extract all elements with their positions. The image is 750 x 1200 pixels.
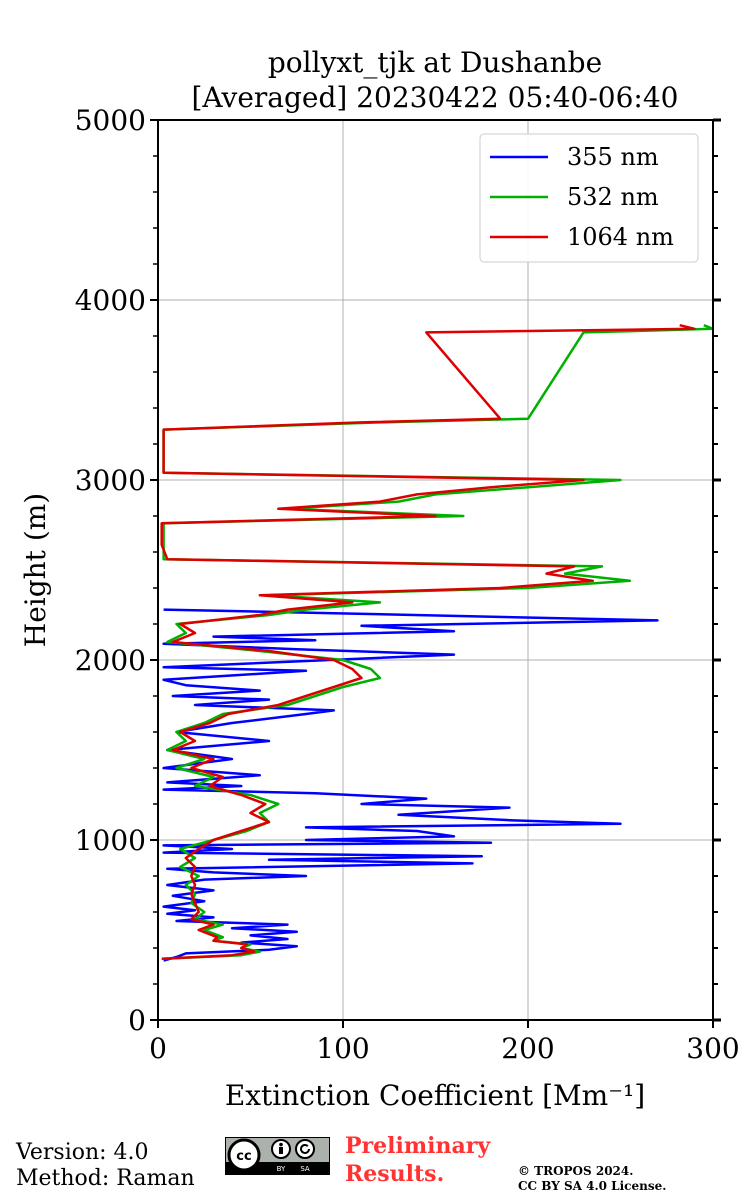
svg-text:BY: BY [277, 1165, 286, 1173]
grid [158, 120, 713, 1020]
legend-label-1: 355 nm [567, 143, 659, 171]
version-label: Version: 4.0 [16, 1140, 149, 1165]
cc-by-sa-icon: cc BY SA [225, 1137, 330, 1175]
y-tick-label: 3000 [75, 464, 146, 497]
legend: 355 nm 532 nm 1064 nm [479, 133, 699, 263]
chart: pollyxt_tjk at Dushanbe [Averaged] 20230… [19, 46, 740, 1112]
y-tick-label: 0 [128, 1004, 146, 1037]
legend-label-3: 1064 nm [567, 223, 674, 251]
series-layer [160, 323, 713, 962]
y-axis-label: Height (m) [19, 493, 52, 647]
y-tick-label: 2000 [75, 644, 146, 677]
series-line-1 [162, 608, 659, 962]
preliminary-line-2: Results. [345, 1161, 445, 1187]
y-tick-label: 1000 [75, 824, 146, 857]
y-tick-label: 5000 [75, 104, 146, 137]
x-axis-label: Extinction Coefficient [Mm⁻¹] [225, 1079, 645, 1112]
x-tick-label: 300 [686, 1032, 739, 1065]
version-info: Version: 4.0 Method: Raman [16, 1140, 195, 1192]
svg-text:SA: SA [300, 1165, 310, 1173]
preliminary-notice: Preliminary Results. [345, 1132, 490, 1188]
preliminary-line-1: Preliminary [345, 1133, 491, 1159]
legend-label-2: 532 nm [567, 183, 659, 211]
method-label: Method: Raman [16, 1166, 195, 1191]
y-tick-label: 4000 [75, 284, 146, 317]
copyright-line-1: © TROPOS 2024. [518, 1164, 634, 1178]
chart-title: pollyxt_tjk at Dushanbe [268, 46, 602, 79]
copyright-line-2: CC BY SA 4.0 License. [518, 1179, 667, 1193]
x-tick-label: 200 [501, 1032, 554, 1065]
series-line-3 [160, 323, 696, 961]
x-tick-label: 100 [316, 1032, 369, 1065]
chart-subtitle: [Averaged] 20230422 05:40-06:40 [192, 81, 679, 114]
legend-box [479, 133, 699, 263]
svg-text:cc: cc [236, 1149, 251, 1164]
x-tick-label: 0 [149, 1032, 167, 1065]
copyright-notice: © TROPOS 2024. CC BY SA 4.0 License. [518, 1164, 666, 1194]
